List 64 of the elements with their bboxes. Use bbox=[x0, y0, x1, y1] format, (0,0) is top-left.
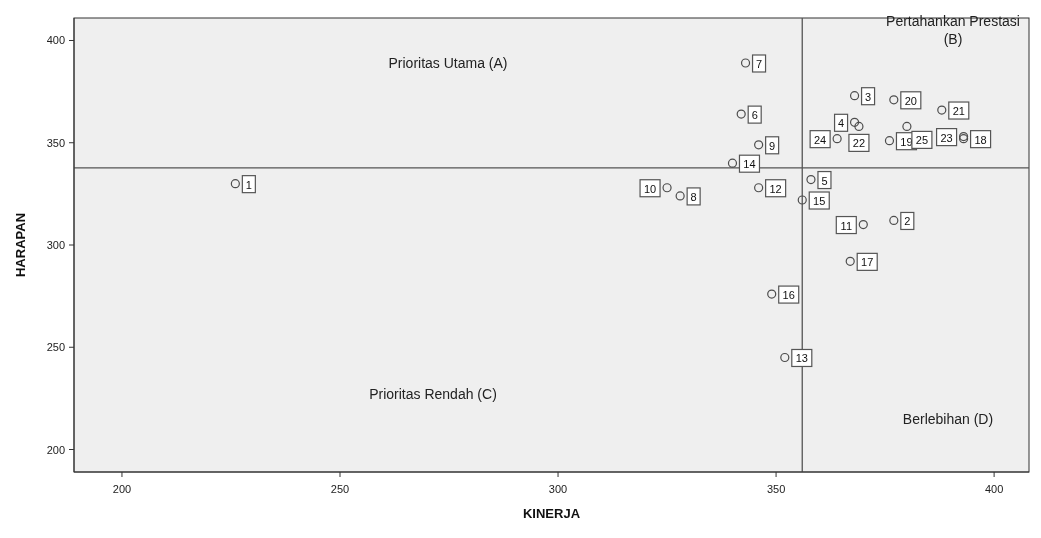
point bbox=[662, 183, 672, 193]
point bbox=[849, 117, 860, 127]
annotation: 4 bbox=[838, 117, 845, 130]
annotation: 25 bbox=[915, 134, 929, 147]
point bbox=[806, 174, 816, 185]
annotation: 14 bbox=[743, 158, 756, 171]
point bbox=[727, 158, 738, 168]
annotation: 7 bbox=[755, 57, 763, 70]
point bbox=[736, 109, 746, 119]
point bbox=[854, 121, 864, 131]
y-tick-label: 300 bbox=[46, 239, 65, 251]
annotation: 8 bbox=[690, 190, 697, 203]
y-tick-label: 250 bbox=[46, 341, 65, 354]
annotation: 11 bbox=[840, 219, 852, 232]
annotation: Prioritas Utama (A) bbox=[387, 54, 509, 72]
point bbox=[740, 58, 751, 68]
annotation: 12 bbox=[769, 182, 782, 195]
x-tick-label: 300 bbox=[548, 483, 568, 495]
point bbox=[889, 215, 899, 226]
annotation: 2 bbox=[904, 215, 911, 228]
point bbox=[849, 91, 860, 101]
annotation: 23 bbox=[940, 131, 953, 144]
point bbox=[889, 95, 899, 105]
annotation: 6 bbox=[751, 109, 758, 122]
point bbox=[754, 183, 764, 193]
point bbox=[884, 136, 895, 146]
point bbox=[937, 105, 947, 115]
point bbox=[780, 352, 790, 363]
annotation: 21 bbox=[952, 105, 965, 118]
annotation: Pertahankan Prestasi (B) bbox=[885, 12, 1021, 48]
annotation: 24 bbox=[814, 133, 827, 146]
point bbox=[767, 289, 777, 299]
point bbox=[832, 134, 842, 144]
point bbox=[858, 219, 868, 230]
annotation: 1 bbox=[245, 178, 252, 191]
annotation: 17 bbox=[861, 256, 874, 269]
annotation: 3 bbox=[865, 90, 872, 103]
annotation: 15 bbox=[813, 195, 826, 208]
point bbox=[230, 179, 240, 189]
point bbox=[845, 256, 855, 266]
y-tick-label: 350 bbox=[46, 136, 65, 149]
x-tick-label: 250 bbox=[330, 483, 350, 495]
y-tick-label: 200 bbox=[46, 443, 65, 456]
x-tick-label: 200 bbox=[112, 483, 132, 495]
x-tick-label: 350 bbox=[766, 483, 786, 495]
annotation: 16 bbox=[782, 289, 795, 302]
point bbox=[754, 140, 764, 150]
x-tick-label: 400 bbox=[984, 483, 1004, 495]
annotation: 19 bbox=[900, 135, 913, 148]
point bbox=[675, 191, 685, 201]
annotation: 13 bbox=[795, 352, 808, 365]
x-axis-title: KINERJA bbox=[522, 506, 581, 521]
point bbox=[797, 195, 807, 205]
point bbox=[902, 121, 912, 131]
annotation: 9 bbox=[769, 139, 776, 152]
y-tick-label: 400 bbox=[46, 34, 65, 47]
y-axis-title: HARAPAN bbox=[12, 212, 28, 278]
annotation: 20 bbox=[904, 94, 917, 107]
annotation: 5 bbox=[821, 174, 828, 187]
annotation: 18 bbox=[974, 133, 987, 146]
annotation: 22 bbox=[852, 137, 866, 150]
annotation: Prioritas Rendah (C) bbox=[368, 385, 498, 403]
annotation: Berlebihan (D) bbox=[901, 410, 995, 428]
annotation: 10 bbox=[643, 182, 657, 195]
